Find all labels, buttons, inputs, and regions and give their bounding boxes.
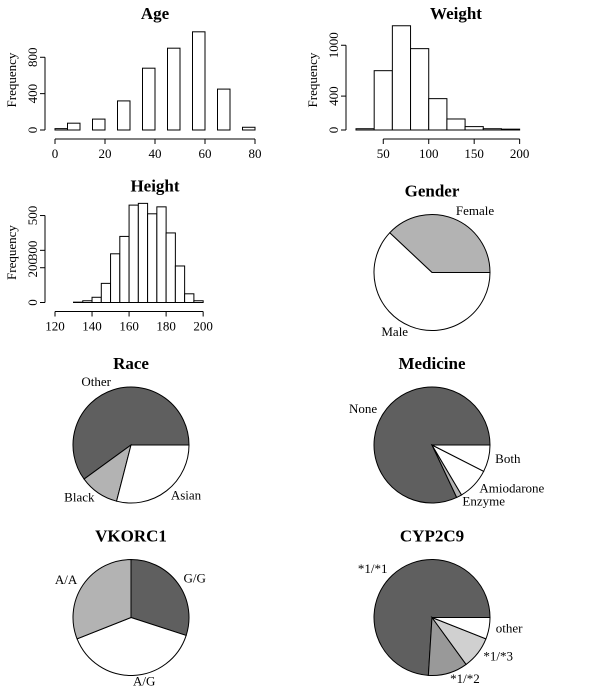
x-tick-label: 180: [156, 318, 176, 333]
chart-title: Age: [141, 4, 170, 23]
x-tick-label: 120: [45, 318, 65, 333]
bar: [165, 232, 176, 303]
bar: [174, 265, 186, 304]
y-tick-label: 800: [25, 48, 40, 68]
pie-slice: [373, 232, 491, 331]
y-tick-label: 0: [25, 127, 40, 134]
bar: [464, 126, 484, 131]
y-tick-label: 0: [326, 127, 341, 134]
y-tick-label: 200: [25, 258, 40, 278]
pie-slice: [431, 617, 491, 640]
bar: [156, 206, 167, 303]
bar: [184, 293, 195, 304]
slice-label: *1/*3: [483, 648, 513, 663]
bar: [128, 204, 139, 303]
bar: [92, 118, 106, 131]
bar: [82, 300, 93, 303]
bar: [446, 118, 466, 131]
x-tick-label: 150: [464, 146, 484, 161]
bar: [119, 235, 130, 303]
y-tick-label: 500: [25, 206, 40, 226]
bar: [147, 213, 158, 304]
slice-label: other: [496, 621, 523, 636]
bar: [67, 122, 81, 131]
slice-label: G/G: [184, 570, 206, 585]
x-tick-label: 100: [419, 146, 439, 161]
bar: [137, 202, 149, 303]
slice-label: Amiodarone: [479, 480, 544, 495]
slice-label: A/A: [55, 572, 78, 587]
x-tick-label: 40: [149, 146, 162, 161]
x-tick-label: 200: [510, 146, 530, 161]
pie-slice: [72, 558, 132, 640]
chart-title: Gender: [405, 181, 460, 200]
slice-label: Black: [64, 490, 95, 505]
pie-slice: [72, 386, 190, 480]
chart-title: CYP2C9: [400, 526, 464, 545]
y-axis-label: Frequency: [4, 52, 19, 107]
x-tick-label: 20: [99, 146, 112, 161]
bar: [391, 25, 412, 131]
pie-slice: [76, 616, 187, 676]
slice-label: Female: [456, 203, 494, 218]
x-tick-label: 0: [52, 146, 59, 161]
bar: [167, 47, 181, 131]
y-tick-label: 0: [25, 299, 40, 306]
chart-title: Race: [113, 354, 149, 373]
bar: [242, 126, 256, 131]
bar: [54, 128, 68, 131]
chart-title: Weight: [430, 4, 482, 23]
bar: [117, 100, 131, 131]
bar: [355, 128, 375, 131]
chart-title: Height: [130, 176, 179, 195]
y-tick-label: 400: [25, 84, 40, 104]
chart-title: Medicine: [398, 354, 465, 373]
slice-label: Asian: [171, 487, 202, 502]
slice-label: None: [349, 401, 377, 416]
y-axis-label: Frequency: [4, 225, 19, 280]
pie-slice: [389, 214, 491, 273]
y-tick-label: 1000: [326, 32, 341, 58]
pie-slice: [373, 386, 491, 504]
slice-label: Both: [495, 451, 521, 466]
bar: [217, 88, 231, 131]
chart-title: VKORC1: [95, 526, 167, 545]
x-tick-label: 50: [377, 146, 390, 161]
slice-label: Other: [81, 374, 111, 389]
pie-slice: [431, 444, 491, 473]
x-tick-label: 60: [199, 146, 212, 161]
x-tick-label: 140: [82, 318, 102, 333]
x-tick-label: 80: [249, 146, 262, 161]
bar: [482, 128, 502, 131]
bar: [110, 253, 121, 304]
bar: [373, 70, 393, 131]
slice-label: *1/*2: [450, 671, 480, 686]
y-tick-label: 400: [326, 86, 341, 106]
bar: [100, 282, 112, 304]
bar: [500, 128, 521, 131]
slice-label: Male: [381, 324, 408, 339]
y-axis-label: Frequency: [305, 52, 320, 107]
slice-label: Enzyme: [462, 493, 505, 508]
pie-slice: [130, 558, 190, 637]
pie-slice: [115, 444, 190, 504]
bar: [192, 31, 206, 131]
bar: [428, 98, 448, 131]
y-tick-label: 300: [25, 241, 40, 261]
slice-label: *1/*1: [358, 561, 388, 576]
x-tick-label: 200: [193, 318, 213, 333]
x-tick-label: 160: [119, 318, 139, 333]
bar: [410, 48, 430, 131]
bar: [91, 296, 102, 304]
bar: [193, 300, 204, 303]
slice-label: A/G: [133, 673, 155, 688]
bar: [142, 67, 156, 131]
